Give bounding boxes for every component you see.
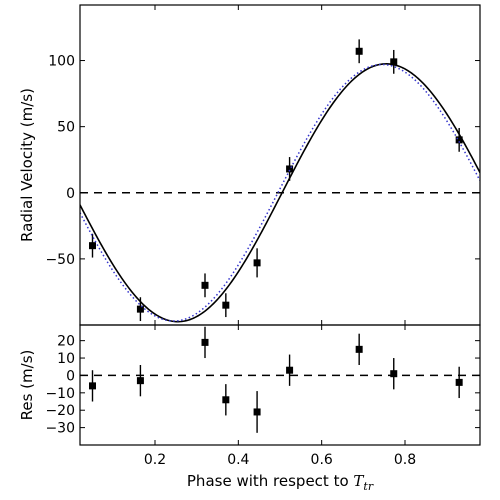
rv-y-axis-title: Radial Velocity (m/s) [18, 88, 36, 242]
residual-data-point [253, 408, 261, 416]
residual-data-point [201, 338, 209, 346]
residual-plot-area [80, 325, 480, 445]
residual-y-tick-label: 0 [66, 368, 75, 384]
rv-plot-area [80, 5, 480, 325]
rv-model-curve-solid [80, 63, 480, 323]
residual-x-tick-label: 0.6 [311, 452, 333, 468]
rv-data-point [286, 165, 294, 173]
rv-axes-frame [79, 4, 481, 326]
residual-y-tick-label: −10 [45, 386, 75, 402]
residual-x-tick-label: 0.2 [144, 452, 166, 468]
residual-x-tick-label: 0.4 [227, 452, 249, 468]
residual-data-point [390, 370, 398, 378]
rv-data-point [253, 259, 261, 267]
rv-data-point [89, 242, 96, 250]
rv-y-tick-label: 100 [48, 54, 75, 70]
rv-model-curve-dotted [80, 63, 480, 322]
residual-ticks [80, 325, 480, 445]
residual-y-tick-label: 10 [57, 351, 75, 367]
residual-data-point [136, 377, 144, 385]
residual-data-point [89, 382, 96, 390]
residual-data-point [455, 378, 463, 386]
residual-x-tick-label: 0.8 [394, 452, 416, 468]
rv-data-point [136, 305, 144, 313]
residual-data-point [355, 345, 363, 353]
residual-data-point [222, 396, 230, 404]
rv-data-point [201, 281, 209, 289]
rv-clipped-marks [80, 39, 480, 323]
rv-data-point [222, 301, 230, 309]
rv-panel: Radial Velocity (m/s) −50 0 50 100 [18, 4, 481, 326]
residual-axes-frame [79, 324, 481, 446]
residual-x-tick-labels: 0.2 0.4 0.6 0.8 [144, 452, 416, 468]
rv-ticks [80, 5, 480, 325]
residual-y-tick-label: −20 [45, 403, 75, 419]
rv-y-tick-label: 50 [57, 120, 75, 136]
rv-data-point [355, 47, 363, 55]
x-axis-title: Phase with respect to Ttr [187, 472, 374, 493]
residual-y-axis-title: Res (m/s) [18, 350, 36, 421]
residual-clipped-marks [80, 326, 480, 433]
rv-y-tick-labels: −50 0 50 100 [45, 54, 75, 268]
rv-y-tick-label: −50 [45, 252, 75, 268]
x-axis-title-text: Phase with respect to [187, 472, 354, 490]
residual-y-tick-label: −30 [45, 421, 75, 437]
x-axis-title-symbol: T [353, 472, 364, 490]
rv-data-point [455, 136, 463, 144]
rv-y-tick-label: 0 [66, 186, 75, 202]
residual-y-tick-label: 20 [57, 334, 75, 350]
rv-data-point [390, 58, 398, 66]
residual-data-point [286, 366, 294, 374]
x-axis-title-subscript: tr [363, 480, 373, 493]
